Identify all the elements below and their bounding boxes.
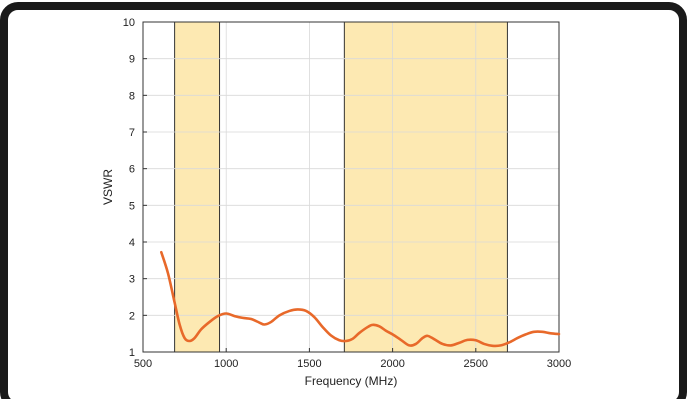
x-tick-label: 3000	[547, 358, 571, 370]
highlight-band-0	[174, 21, 221, 353]
x-tick-label: 1500	[297, 358, 321, 370]
x-axis-title: Frequency (MHz)	[305, 374, 398, 388]
y-tick-label: 8	[129, 90, 135, 102]
x-tick-label: 2500	[464, 358, 488, 370]
y-axis-ticks: 1 2 3 4 5 6 7 8 9 10	[123, 17, 147, 359]
y-tick-label: 1	[129, 347, 135, 359]
x-axis-ticks: 500 1000 1500 2000 2500 3000	[134, 348, 571, 370]
highlight-band-1	[343, 21, 508, 353]
plot-area-border	[142, 21, 560, 353]
y-tick-label: 4	[129, 237, 135, 249]
y-tick-label: 7	[129, 127, 135, 139]
y-tick-label: 10	[123, 17, 135, 29]
y-tick-label: 6	[129, 164, 135, 176]
x-tick-label: 1000	[214, 358, 238, 370]
grid-lines	[143, 22, 559, 352]
y-axis-title: VSWR	[101, 169, 115, 205]
x-tick-label: 500	[134, 358, 152, 370]
y-tick-label: 2	[129, 310, 135, 322]
y-tick-label: 3	[129, 274, 135, 286]
series-layer	[160, 250, 561, 348]
x-tick-label: 2000	[380, 358, 404, 370]
series-line-0	[160, 250, 561, 348]
y-tick-label: 5	[129, 200, 135, 212]
y-tick-label: 9	[129, 54, 135, 66]
